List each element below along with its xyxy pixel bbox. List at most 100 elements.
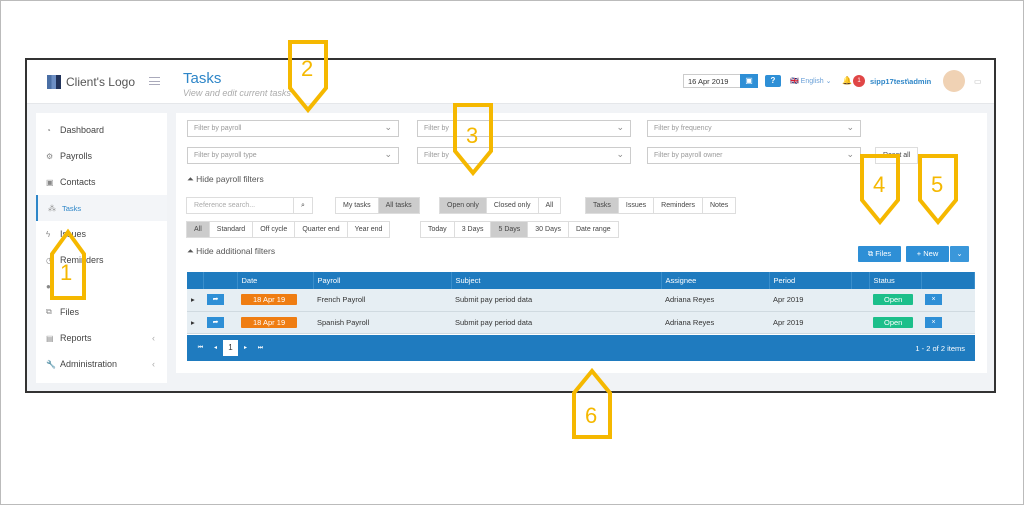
sidebar-item-dashboard[interactable]: ◔ Dashboard <box>36 117 167 143</box>
callout-1: 1 <box>50 228 86 300</box>
share-icon[interactable]: ➦ <box>207 294 224 306</box>
wrench-icon: 🔧 <box>46 359 56 369</box>
menu-icon[interactable] <box>149 77 160 85</box>
range-option-date-range[interactable]: Date range <box>567 221 619 238</box>
cycle-option-all[interactable]: All <box>186 221 210 238</box>
sidebar-item-reports[interactable]: ▤ Reports ‹ <box>36 325 167 351</box>
chat-icon[interactable]: ▭ <box>974 77 982 86</box>
filter-payroll-type[interactable]: Filter by payroll type <box>187 147 399 164</box>
owner-option-all-tasks[interactable]: All tasks <box>377 197 420 214</box>
range-option-3-days[interactable]: 3 Days <box>453 221 492 238</box>
hide-additional-filters[interactable]: ⏶ Hide additional filters <box>187 246 276 256</box>
reports-icon: ▤ <box>46 333 54 343</box>
status-badge: Open <box>873 316 914 328</box>
sidebar-item-issues[interactable]: ϟ Issues <box>36 221 167 247</box>
sidebar-item-administration[interactable]: 🔧 Administration ‹ <box>36 351 167 377</box>
filter-col2a[interactable]: Filter by <box>417 120 631 137</box>
column-header[interactable]: Subject <box>451 272 662 289</box>
kind-option-notes[interactable]: Notes <box>702 197 737 214</box>
cycle-option-quarter-end[interactable]: Quarter end <box>294 221 348 238</box>
expand-icon[interactable]: ▸ <box>187 289 203 312</box>
expand-icon[interactable]: ▸ <box>187 311 203 334</box>
column-header[interactable]: Period <box>769 272 852 289</box>
calendar-icon[interactable]: ▣ <box>740 74 758 88</box>
subject-cell: Submit pay period data <box>451 289 661 312</box>
sidebar-item-payrolls[interactable]: ⚙ Payrolls <box>36 143 167 169</box>
reference-search[interactable]: Reference search... ⌕ <box>186 197 313 214</box>
filter-payroll[interactable]: Filter by payroll <box>187 120 399 137</box>
filter-frequency[interactable]: Filter by frequency <box>647 120 861 137</box>
next-page-icon[interactable]: ▸ <box>243 345 247 351</box>
last-page-icon[interactable]: ⏭ <box>257 345 264 351</box>
state-option-closed-only[interactable]: Closed only <box>485 197 539 214</box>
column-header[interactable]: Date <box>237 272 314 289</box>
table-row[interactable]: ▸ ➦ 18 Apr 19 Spanish Payroll Submit pay per… <box>187 311 975 334</box>
range-option-today[interactable]: Today <box>420 221 455 238</box>
logo-text: Client's Logo <box>66 75 135 89</box>
kind-option-reminders[interactable]: Reminders <box>653 197 703 214</box>
kind-option-issues[interactable]: Issues <box>617 197 655 214</box>
share-icon[interactable]: ➦ <box>207 316 224 328</box>
dashboard-icon: ◔ <box>46 125 51 135</box>
logo[interactable]: Client's Logo <box>47 75 135 89</box>
avatar[interactable] <box>943 70 965 92</box>
close-icon[interactable]: × <box>925 316 942 328</box>
notification-badge[interactable]: 1 <box>853 75 865 87</box>
sidebar-item-label: Payrolls <box>60 151 93 161</box>
prev-page-icon[interactable]: ◂ <box>213 345 217 351</box>
sidebar-item-reminders[interactable]: ◷ Reminders <box>36 247 167 273</box>
filter-payroll-owner[interactable]: Filter by payroll owner <box>647 147 861 164</box>
column-header[interactable] <box>203 272 238 289</box>
search-icon[interactable]: ⌕ <box>293 197 313 214</box>
state-option-open-only[interactable]: Open only <box>439 197 487 214</box>
page-number[interactable]: 1 <box>223 340 238 356</box>
period-cell: Apr 2019 <box>769 289 851 312</box>
assignee-cell: Adriana Reyes <box>661 289 769 312</box>
help-icon[interactable]: ? <box>765 75 781 87</box>
chevron-left-icon: ‹ <box>152 333 155 343</box>
search-input[interactable]: Reference search... <box>186 197 294 214</box>
sidebar-item-label: Reminders <box>60 255 104 265</box>
subject-cell: Submit pay period data <box>451 311 661 334</box>
range-option-5-days[interactable]: 5 Days <box>490 221 529 238</box>
page-subtitle: View and edit current tasks <box>183 88 291 98</box>
column-header[interactable]: Payroll <box>313 272 452 289</box>
cycle-option-year-end[interactable]: Year end <box>346 221 391 238</box>
date-tag: 18 Apr 19 <box>241 316 298 328</box>
sidebar-item-label: Administration <box>60 359 118 369</box>
sidebar-item-tasks[interactable]: ⁂ Tasks <box>36 195 167 221</box>
new-dropdown-chevron-icon[interactable]: ⌄ <box>950 246 969 262</box>
filter-col2b[interactable]: Filter by <box>417 147 631 164</box>
cycle-option-standard[interactable]: Standard <box>208 221 254 238</box>
sidebar-item-hidden[interactable]: ● <box>36 273 167 299</box>
range-option-30-days[interactable]: 30 Days <box>527 221 569 238</box>
column-header[interactable]: Assignee <box>661 272 770 289</box>
callout-5: 5 <box>918 154 958 226</box>
column-header[interactable]: Status <box>869 272 922 289</box>
hide-payroll-filters[interactable]: ⏶ Hide payroll filters <box>187 174 264 184</box>
close-icon[interactable]: × <box>925 294 942 306</box>
state-option-all[interactable]: All <box>537 197 562 214</box>
sidebar-item-contacts[interactable]: ▣ Contacts <box>36 169 167 195</box>
bell-icon[interactable]: 🔔 <box>842 76 852 85</box>
callout-3: 3 <box>453 103 493 177</box>
page-title: Tasks <box>183 70 222 87</box>
files-button[interactable]: ⧉ Files <box>858 246 901 262</box>
callout-label-2: 2 <box>301 56 313 81</box>
language-select[interactable]: 🇬🇧 English ⌄ <box>790 78 832 85</box>
new-button[interactable]: + New <box>906 246 949 262</box>
column-header[interactable] <box>851 272 870 289</box>
kind-toggle: Tasks Issues Reminders Notes <box>585 197 737 214</box>
callout-6: 6 <box>572 367 612 439</box>
first-page-icon[interactable]: ⏮ <box>197 345 204 351</box>
kind-option-tasks[interactable]: Tasks <box>585 197 619 214</box>
column-header[interactable] <box>921 272 975 289</box>
sidebar-item-label: Tasks <box>62 203 82 213</box>
column-header[interactable] <box>187 272 204 289</box>
user-name[interactable]: sipp17test\admin <box>870 77 932 86</box>
sidebar-item-files[interactable]: ⧉ Files <box>36 299 167 325</box>
cycle-option-off-cycle[interactable]: Off cycle <box>252 221 296 238</box>
date-input[interactable]: 16 Apr 2019 <box>683 74 742 88</box>
owner-option-my-tasks[interactable]: My tasks <box>335 197 379 214</box>
table-row[interactable]: ▸ ➦ 18 Apr 19 French Payroll Submit pay peri… <box>187 289 975 312</box>
